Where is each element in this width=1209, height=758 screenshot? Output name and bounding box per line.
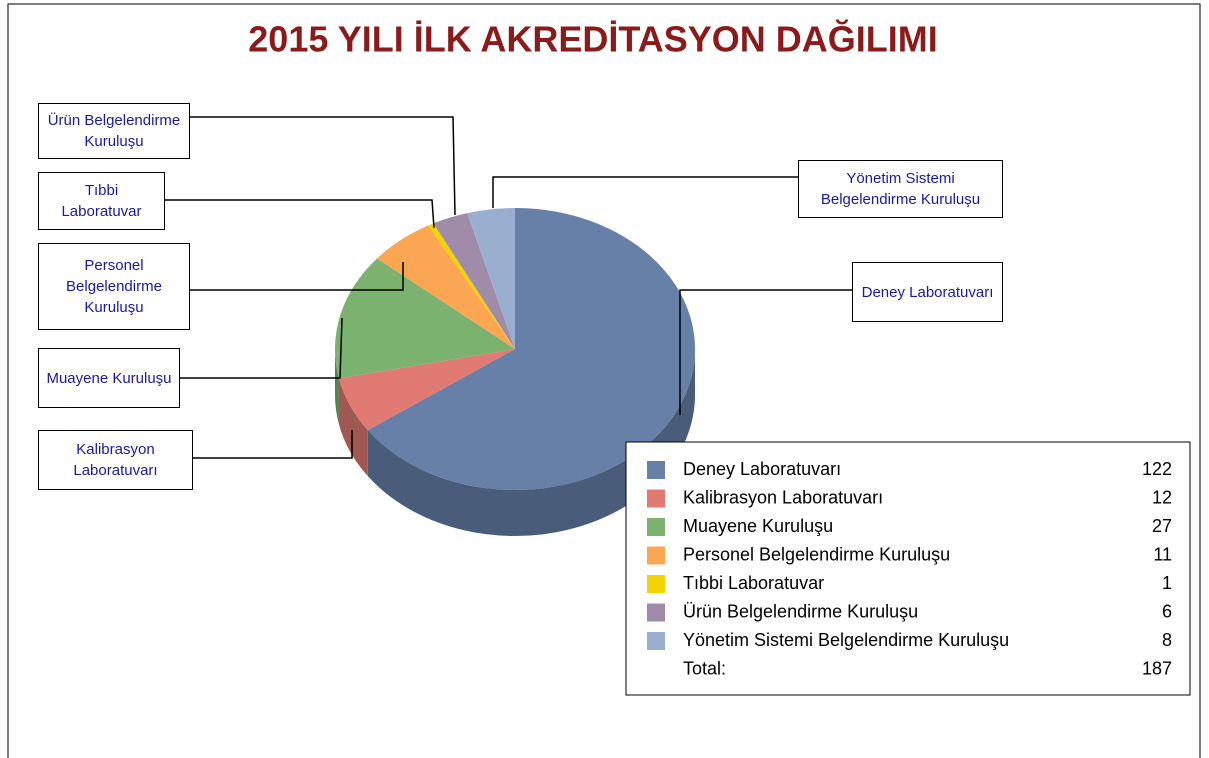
callout-label: Yönetim Sistemi Belgelendirme Kuruluşu [798,160,1003,218]
leader-line [190,262,404,291]
legend-value: 11 [1153,544,1172,564]
legend-swatch [647,461,665,479]
chart-title: 2015 YILI İLK AKREDİTASYON DAĞILIMI [248,19,937,60]
callout-label: Ürün Belgelendirme Kuruluşu [38,103,190,159]
legend-value: 27 [1152,516,1172,536]
slice [367,208,695,491]
legend-swatch [647,603,665,622]
slice [338,349,515,431]
leader-line [165,199,435,229]
leader-line [180,317,343,379]
legend-label: Kalibrasyon Laboratuvarı [683,487,883,507]
leader-line [679,289,852,415]
frame [7,3,1201,758]
legend-swatch [647,575,665,593]
slice-side [338,378,368,477]
callout-label: Personel Belgelendirme Kuruluşu [38,243,190,330]
legend-value: 122 [1142,459,1172,479]
legend-label: Yönetim Sistemi Belgelendirme Kuruluşu [683,630,1009,650]
callout-label: Kalibrasyon Laboratuvarı [38,430,193,490]
callout-label: Muayene Kuruluşu [38,348,180,408]
legend [625,441,1191,696]
leader-line [190,116,456,216]
legend-label: Personel Belgelendirme Kuruluşu [683,544,950,564]
legend-swatch [647,632,665,650]
slice-side [335,349,339,425]
callout-label: Tıbbi Laboratuvar [38,172,165,230]
legend-value: 12 [1152,487,1172,507]
slice-side [367,349,695,536]
legend-swatch [647,546,665,565]
leader-line [492,176,798,208]
legend-label: Ürün Belgelendirme Kuruluşu [683,601,918,621]
slice [335,258,515,379]
legend-value: 8 [1162,630,1172,650]
legend-label: Deney Laboratuvarı [683,459,841,479]
legend-value: 1 [1162,573,1172,593]
slice [377,225,515,349]
legend-swatch [647,518,665,536]
total-value: 187 [1142,658,1172,678]
legend-swatch [647,489,665,508]
slice [428,223,515,349]
legend-label: Tıbbi Laboratuvar [683,573,824,593]
legend-value: 6 [1162,601,1172,621]
leader-line [193,430,353,459]
slice [433,213,515,349]
total-label: Total: [683,658,726,678]
slice [467,208,515,349]
legend-label: Muayene Kuruluşu [683,516,833,536]
callout-label: Deney Laboratuvarı [852,262,1003,322]
